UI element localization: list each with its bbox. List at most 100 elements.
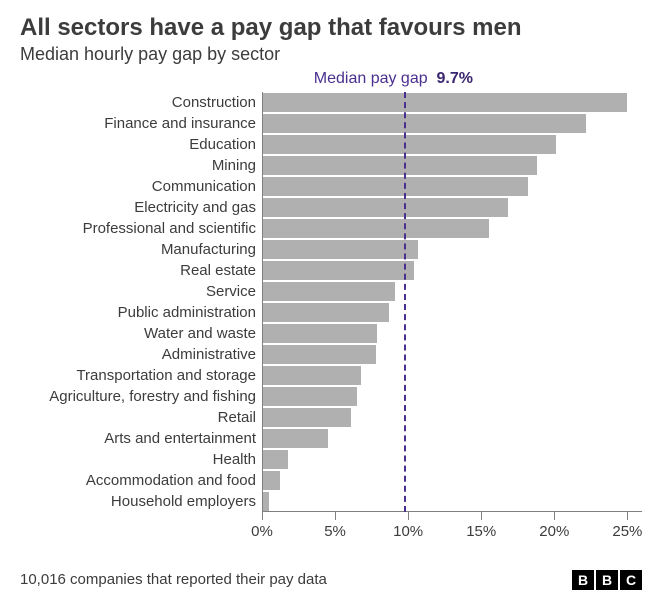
bar-label: Service <box>20 281 262 302</box>
x-axis-tick-label: 0% <box>251 523 273 540</box>
median-annotation-label: Median pay gap <box>314 70 428 87</box>
bar-fill <box>262 261 414 280</box>
bar-fill <box>262 366 361 385</box>
bar-row: Agriculture, forestry and fishing <box>20 386 642 407</box>
bar-track <box>262 261 642 280</box>
bar-row: Water and waste <box>20 323 642 344</box>
bar-row: Service <box>20 281 642 302</box>
x-axis-tick <box>262 512 263 520</box>
bar-fill <box>262 93 627 112</box>
bar-row: Electricity and gas <box>20 197 642 218</box>
bar-label: Retail <box>20 407 262 428</box>
x-axis-tick <box>335 512 336 520</box>
bar-track <box>262 345 642 364</box>
bar-row: Arts and entertainment <box>20 428 642 449</box>
bar-row: Public administration <box>20 302 642 323</box>
bar-label: Administrative <box>20 344 262 365</box>
logo-letter: B <box>596 570 618 590</box>
bar-track <box>262 387 642 406</box>
bar-fill <box>262 135 556 154</box>
bar-fill <box>262 156 537 175</box>
bar-label: Construction <box>20 92 262 113</box>
x-axis-tick-label: 25% <box>612 523 642 540</box>
bar-fill <box>262 177 528 196</box>
bar-row: Professional and scientific <box>20 218 642 239</box>
bar-fill <box>262 450 288 469</box>
bar-track <box>262 198 642 217</box>
bar-label: Manufacturing <box>20 239 262 260</box>
x-axis-tick-label: 20% <box>539 523 569 540</box>
y-axis-line <box>262 92 263 512</box>
bar-track <box>262 450 642 469</box>
bar-fill <box>262 387 357 406</box>
median-annotation-value: 9.7% <box>437 70 473 87</box>
chart-container: All sectors have a pay gap that favours … <box>0 0 667 602</box>
bar-row: Construction <box>20 92 642 113</box>
bar-fill <box>262 282 395 301</box>
bar-track <box>262 114 642 133</box>
bar-track <box>262 492 642 511</box>
bar-fill <box>262 324 377 343</box>
bar-fill <box>262 114 586 133</box>
bar-label: Health <box>20 449 262 470</box>
bar-track <box>262 156 642 175</box>
x-axis-tick <box>554 512 555 520</box>
bar-fill <box>262 345 376 364</box>
bar-row: Administrative <box>20 344 642 365</box>
chart-title: All sectors have a pay gap that favours … <box>20 14 647 42</box>
bar-label: Finance and insurance <box>20 113 262 134</box>
bar-track <box>262 135 642 154</box>
bar-track <box>262 240 642 259</box>
bar-fill <box>262 198 508 217</box>
bar-label: Education <box>20 134 262 155</box>
bar-fill <box>262 429 328 448</box>
logo-letter: B <box>572 570 594 590</box>
bar-track <box>262 303 642 322</box>
bar-label: Arts and entertainment <box>20 428 262 449</box>
bar-row: Mining <box>20 155 642 176</box>
bar-label: Accommodation and food <box>20 470 262 491</box>
bar-label: Transportation and storage <box>20 365 262 386</box>
x-axis-tick-label: 15% <box>466 523 496 540</box>
bar-label: Household employers <box>20 491 262 512</box>
bar-fill <box>262 492 269 511</box>
chart-footnote: 10,016 companies that reported their pay… <box>20 571 327 588</box>
bar-row: Education <box>20 134 642 155</box>
bar-track <box>262 366 642 385</box>
bar-label: Mining <box>20 155 262 176</box>
bars-region: ConstructionFinance and insuranceEducati… <box>20 92 642 512</box>
bar-row: Finance and insurance <box>20 113 642 134</box>
x-axis-tick <box>481 512 482 520</box>
x-axis-tick-label: 10% <box>393 523 423 540</box>
bar-label: Professional and scientific <box>20 218 262 239</box>
bar-fill <box>262 240 418 259</box>
median-reference-line <box>404 92 406 512</box>
bar-label: Water and waste <box>20 323 262 344</box>
bar-label: Agriculture, forestry and fishing <box>20 386 262 407</box>
bar-row: Real estate <box>20 260 642 281</box>
bar-track <box>262 93 642 112</box>
bar-label: Communication <box>20 176 262 197</box>
bar-track <box>262 471 642 490</box>
bar-label: Electricity and gas <box>20 197 262 218</box>
chart-subtitle: Median hourly pay gap by sector <box>20 44 647 65</box>
x-axis-line <box>262 511 642 512</box>
bar-row: Manufacturing <box>20 239 642 260</box>
bar-fill <box>262 408 351 427</box>
bar-track <box>262 429 642 448</box>
bar-track <box>262 408 642 427</box>
bar-row: Communication <box>20 176 642 197</box>
x-axis-tick <box>408 512 409 520</box>
bar-fill <box>262 219 489 238</box>
bar-track <box>262 324 642 343</box>
bar-fill <box>262 303 389 322</box>
bar-track <box>262 219 642 238</box>
plot-area: ConstructionFinance and insuranceEducati… <box>20 92 642 542</box>
bar-label: Real estate <box>20 260 262 281</box>
bar-row: Transportation and storage <box>20 365 642 386</box>
bar-track <box>262 282 642 301</box>
x-axis-tick-label: 5% <box>324 523 346 540</box>
logo-letter: C <box>620 570 642 590</box>
bar-label: Public administration <box>20 302 262 323</box>
bar-row: Household employers <box>20 491 642 512</box>
